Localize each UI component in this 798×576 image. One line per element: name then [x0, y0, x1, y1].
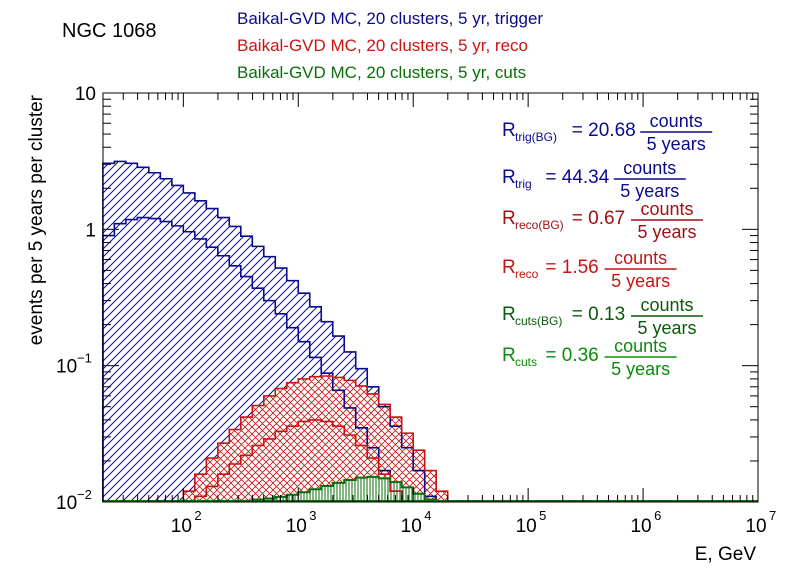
- x-tick-label-exponent: 5: [539, 508, 546, 523]
- x-tick-label: 10: [286, 516, 307, 537]
- x-tick-label-exponent: 3: [309, 508, 316, 523]
- annotation-symbol: R: [502, 208, 516, 229]
- annotation-symbol: R: [502, 167, 516, 188]
- annotation-denominator: 5 years: [620, 181, 679, 201]
- histogram-fills: [102, 161, 448, 503]
- series-outline-trig_total: [102, 160, 437, 502]
- x-tick-label-exponent: 7: [769, 508, 776, 523]
- annotation-numerator: counts: [623, 158, 676, 178]
- annotation-denominator: 5 years: [637, 222, 696, 242]
- y-tick-label: 10: [56, 493, 77, 514]
- annotation-value: = 44.34: [545, 167, 609, 188]
- plot-frame: [102, 92, 759, 503]
- annotation-numerator: counts: [614, 336, 667, 356]
- annotation-subscript: cuts(BG): [515, 314, 562, 328]
- x-axis-label: E, GeV: [695, 544, 757, 565]
- x-tick-label: 10: [516, 516, 537, 537]
- x-tick-label: 10: [630, 516, 651, 537]
- annotation-value: = 0.67: [572, 208, 625, 229]
- x-tick-label-exponent: 6: [654, 508, 661, 523]
- y-axis-label: events per 5 years per cluster: [26, 94, 47, 345]
- x-tick-label: 10: [401, 516, 422, 537]
- legend-trigger: Baikal-GVD MC, 20 clusters, 5 yr, trigge…: [237, 9, 543, 28]
- annotation-value: = 1.56: [545, 257, 598, 278]
- series-outline-trig_bg: [102, 216, 403, 502]
- annotation-denominator: 5 years: [647, 134, 706, 154]
- y-tick-label-exponent: −1: [77, 351, 92, 366]
- annotation-subscript: trig: [515, 177, 532, 191]
- annotation-symbol: R: [502, 120, 516, 141]
- y-tick-label: 10: [56, 357, 77, 378]
- annotation-denominator: 5 years: [611, 359, 670, 379]
- x-tick-label: 10: [171, 516, 192, 537]
- annotation-symbol: R: [502, 345, 516, 366]
- annotation-numerator: counts: [650, 111, 703, 131]
- series-outline-reco_bg: [194, 419, 403, 502]
- annotation-subscript: reco: [515, 267, 539, 281]
- chart-title: NGC 1068: [62, 20, 157, 42]
- legend-reco: Baikal-GVD MC, 20 clusters, 5 yr, reco: [237, 36, 528, 55]
- annotation-subscript: cuts: [515, 355, 537, 369]
- axis-ticks: [102, 92, 759, 503]
- annotation-subscript: reco(BG): [515, 218, 564, 232]
- annotation-value: = 0.36: [545, 345, 598, 366]
- x-tick-label-exponent: 2: [194, 508, 201, 523]
- y-tick-label-exponent: −2: [77, 487, 92, 502]
- legend-cuts: Baikal-GVD MC, 20 clusters, 5 yr, cuts: [237, 63, 526, 82]
- series-outline-cuts_total: [239, 475, 438, 502]
- annotation-numerator: counts: [614, 248, 667, 268]
- x-tick-label-exponent: 4: [424, 508, 431, 523]
- annotation-numerator: counts: [640, 295, 693, 315]
- histogram-outlines: [102, 160, 758, 502]
- annotation-value: = 0.13: [572, 304, 625, 325]
- annotation-symbol: R: [502, 304, 516, 325]
- x-tick-label: 10: [745, 516, 766, 537]
- series-outline-reco_total: [182, 375, 449, 502]
- annotation-numerator: counts: [640, 199, 693, 219]
- annotation-symbol: R: [502, 257, 516, 278]
- y-tick-label: 1: [85, 220, 96, 241]
- y-tick-label: 10: [75, 84, 96, 105]
- annotation-value: = 20.68: [572, 120, 636, 141]
- annotation-subscript: trig(BG): [515, 130, 557, 144]
- annotation-denominator: 5 years: [611, 271, 670, 291]
- annotation-denominator: 5 years: [637, 318, 696, 338]
